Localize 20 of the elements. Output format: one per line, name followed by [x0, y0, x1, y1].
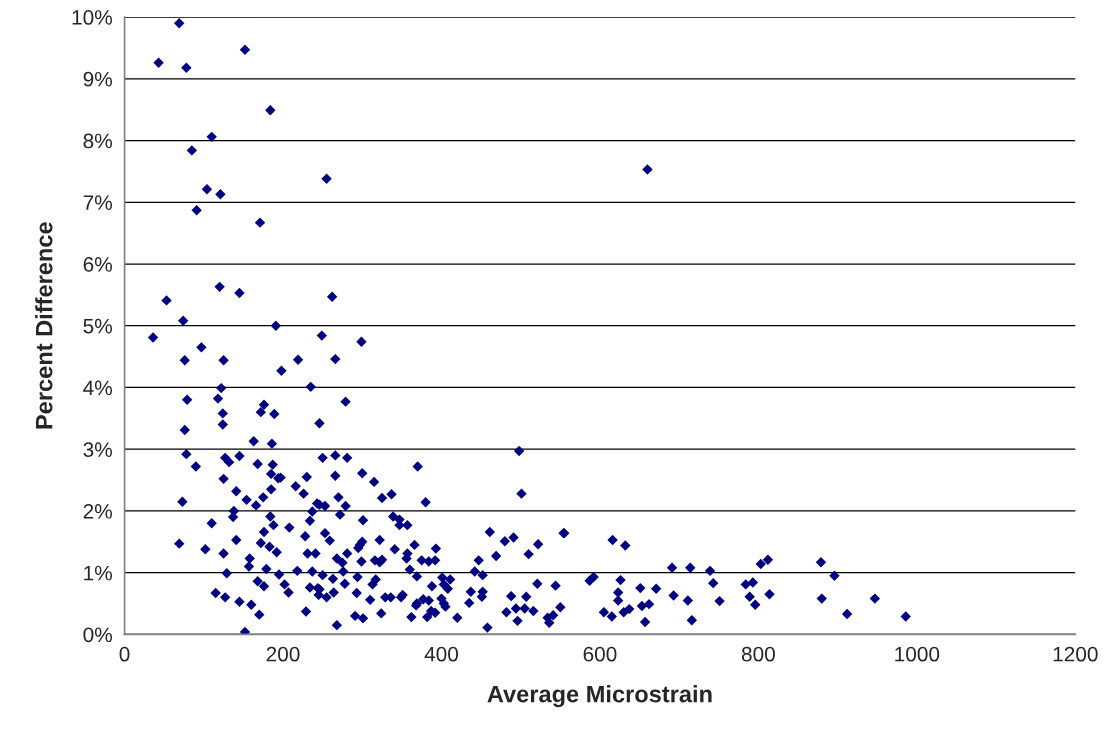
x-tick-label: 1200 — [1053, 646, 1098, 662]
y-tick-label: 8% — [83, 133, 112, 149]
x-tick-label: 0 — [119, 646, 130, 662]
y-tick-label: 5% — [83, 318, 112, 334]
x-tick-label: 200 — [266, 646, 300, 662]
y-tick-label: 1% — [84, 565, 112, 581]
y-tick-label: 9% — [83, 71, 112, 87]
y-tick-label: 2% — [83, 503, 112, 519]
y-tick-label: 6% — [83, 257, 112, 272]
x-tick-label: 600 — [583, 646, 617, 662]
x-tick-label: 400 — [424, 646, 459, 662]
x-tick-label: 800 — [741, 646, 775, 662]
x-axis-title: Average Microstrain — [487, 685, 712, 708]
y-tick-label: 4% — [83, 380, 112, 396]
x-tick-label: 1000 — [895, 646, 940, 662]
y-tick-label: 3% — [83, 442, 112, 457]
y-axis-title: Percent Difference — [35, 222, 53, 429]
y-tick-label: 7% — [83, 195, 112, 210]
y-tick-label: 0% — [83, 627, 112, 643]
y-tick-label: 10% — [72, 10, 112, 25]
